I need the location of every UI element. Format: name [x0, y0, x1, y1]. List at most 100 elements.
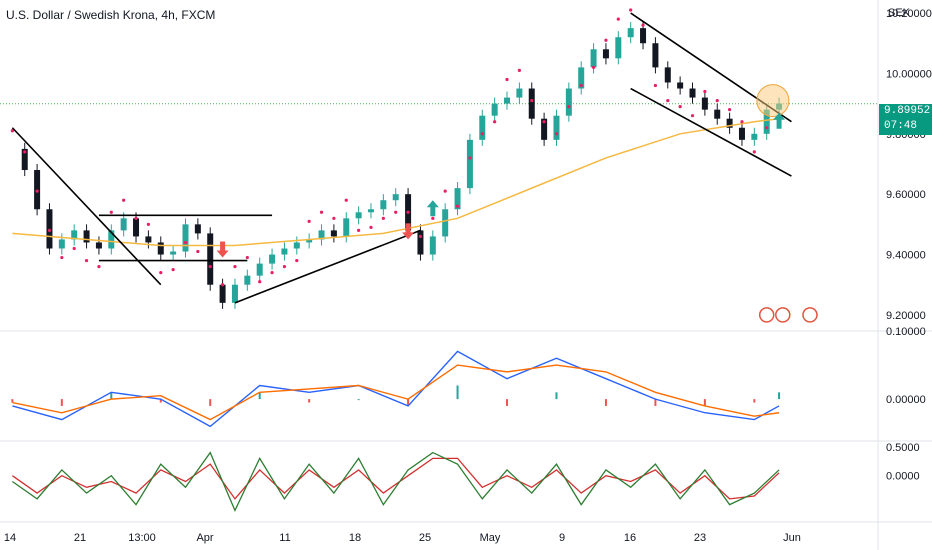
candle-body: [615, 37, 622, 59]
macd-histogram-bar: [308, 399, 311, 403]
macd-histogram-bar: [555, 392, 558, 400]
candle-body: [83, 230, 90, 243]
time-tick-label: 16: [624, 532, 636, 544]
stoch-tick-label: 0.0000: [886, 471, 920, 483]
sar-dot: [394, 210, 398, 214]
candle-body: [133, 218, 140, 237]
candle-body: [553, 115, 560, 140]
economic-event-icon: [758, 307, 775, 323]
sar-dot: [258, 280, 262, 284]
sar-dot: [344, 198, 348, 202]
candle-body: [95, 242, 102, 249]
candle-body: [726, 118, 733, 128]
stoch-d-line: [11, 457, 780, 500]
sar-dot: [10, 129, 14, 133]
arrow-up-icon: [426, 200, 439, 217]
sar-dot: [740, 120, 744, 124]
sar-dot: [369, 225, 373, 229]
sar-dot: [604, 38, 608, 42]
macd-histogram-bar: [654, 399, 657, 406]
macd-histogram-bar: [407, 399, 410, 406]
candle-body: [763, 109, 770, 134]
candle-body: [21, 148, 28, 171]
time-tick-label: 13:00: [128, 532, 156, 544]
sar-dot: [196, 249, 200, 254]
trendline: [234, 229, 421, 304]
candle-body: [479, 115, 486, 140]
sar-dot: [233, 265, 237, 269]
candle-body: [541, 118, 548, 140]
sar-dot: [23, 150, 27, 154]
candle-body: [269, 254, 276, 264]
candle-body: [330, 230, 337, 237]
time-tick-label: 25: [419, 532, 431, 544]
macd-histogram-bar: [159, 399, 162, 403]
candle-body: [194, 224, 201, 234]
sar-dot: [505, 77, 509, 82]
y-axis-unit: SEK: [888, 7, 911, 19]
sar-dot: [134, 216, 138, 220]
economic-event-icon: [802, 307, 818, 323]
candle-body: [442, 209, 449, 237]
macd-histogram-bar: [778, 392, 781, 400]
sar-dot: [517, 68, 521, 73]
macd-histogram-bar: [258, 392, 261, 400]
sar-dot: [332, 216, 336, 220]
sar-dot: [728, 108, 732, 112]
macd-histogram-bar: [11, 399, 14, 403]
sar-dot: [678, 105, 682, 109]
sar-dot: [282, 265, 287, 269]
candle-body: [355, 212, 362, 219]
trendline: [630, 87, 792, 177]
sar-dot: [122, 198, 126, 202]
candle-body: [367, 209, 374, 213]
sar-dot: [208, 265, 212, 269]
candle-body: [640, 28, 647, 44]
price-tick-label: 9.60000: [886, 189, 926, 201]
candle-body: [244, 275, 251, 285]
price-tick-label: 10.00000: [886, 68, 932, 80]
sar-dot: [245, 255, 249, 260]
candle-body: [392, 194, 399, 201]
sar-dot: [443, 189, 447, 193]
time-tick-label: Jun: [783, 532, 801, 544]
time-tick-label: Apr: [196, 532, 213, 544]
sar-dot: [641, 23, 645, 27]
sar-dot: [270, 271, 274, 275]
price-tick-label: 10.20000: [886, 8, 932, 20]
sar-dot: [72, 246, 76, 251]
candle-body: [627, 28, 634, 38]
time-tick-label: 23: [694, 532, 706, 544]
candle-body: [714, 109, 721, 119]
sar-dot: [357, 228, 361, 232]
sar-dot: [60, 255, 64, 260]
macd-histogram-bar: [604, 399, 607, 406]
candle-body: [454, 188, 461, 210]
sar-dot: [690, 114, 695, 118]
time-tick-label: May: [480, 532, 501, 544]
candle-body: [528, 88, 535, 119]
sar-dot: [109, 210, 113, 214]
sar-dot: [431, 216, 435, 220]
candle-body: [417, 230, 424, 255]
arrow-down-icon: [216, 241, 229, 258]
candle-body: [343, 218, 350, 237]
time-tick-label: 14: [4, 532, 16, 544]
candle-body: [157, 242, 164, 255]
bar-countdown: 07:48: [884, 120, 918, 132]
time-tick-label: 18: [349, 532, 361, 544]
sar-dot: [35, 189, 39, 193]
sar-dot: [530, 98, 534, 103]
sar-dot: [480, 132, 484, 136]
sar-dot: [146, 222, 150, 226]
sar-dot: [183, 240, 188, 245]
candle-body: [565, 88, 572, 116]
candle-body: [170, 251, 177, 255]
sar-dot: [493, 120, 497, 124]
candle-body: [652, 43, 659, 68]
sar-dot: [406, 210, 410, 214]
candle-body: [318, 230, 325, 240]
sar-dot: [715, 98, 719, 103]
